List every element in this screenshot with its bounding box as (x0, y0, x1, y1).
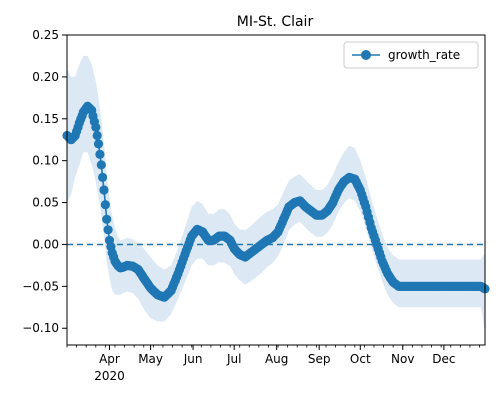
y-tick-label: 0.05 (32, 196, 59, 210)
x-tick-label: Sep (308, 352, 331, 366)
growth-rate-point (95, 149, 105, 159)
legend: growth_rate (343, 41, 479, 69)
x-axis: Apr 2020 May Jun Jul Aug Sep Oct Nov Dec (66, 345, 480, 383)
x-tick-label: Aug (265, 352, 288, 366)
growth-rate-point (100, 200, 110, 210)
y-tick-label: 0.25 (32, 28, 59, 42)
legend-box (343, 41, 479, 69)
y-tick-label: 0.20 (32, 70, 59, 84)
y-tick-label: −0.10 (22, 321, 59, 335)
x-tick-label: Nov (391, 352, 414, 366)
growth-rate-point (93, 139, 104, 149)
x-tick-label: May (138, 352, 163, 366)
x-tick-label: Oct (350, 352, 371, 366)
growth-rate-point (92, 130, 102, 141)
growth-rate-point (98, 172, 108, 182)
y-tick-label: 0.10 (32, 154, 59, 168)
y-tick-label: 0.15 (32, 112, 59, 126)
y-axis: 0.25 0.20 0.15 0.10 0.05 0.00 −0.05 −0.10 (22, 28, 67, 335)
chart-title: MI-St. Clair (237, 14, 314, 30)
legend-entry-growth-rate: growth_rate (388, 48, 460, 62)
x-tick-label: Jul (226, 352, 241, 366)
x-tick-label: Apr (99, 352, 120, 366)
growth-rate-point (91, 122, 101, 132)
growth-rate-point (96, 160, 106, 170)
plot-frame (66, 34, 486, 346)
y-tick-label: −0.05 (22, 279, 59, 293)
series-markers (62, 101, 490, 302)
y-tick-label: 0.00 (32, 237, 59, 251)
growth-rate-point (103, 225, 113, 235)
x-tick-label: Dec (432, 352, 455, 366)
x-tick-year-label: 2020 (94, 369, 125, 383)
legend-marker-swatch (361, 50, 371, 60)
growth-rate-point (102, 214, 112, 224)
growth-rate-point (99, 185, 109, 195)
x-tick-label: Jun (183, 352, 203, 366)
